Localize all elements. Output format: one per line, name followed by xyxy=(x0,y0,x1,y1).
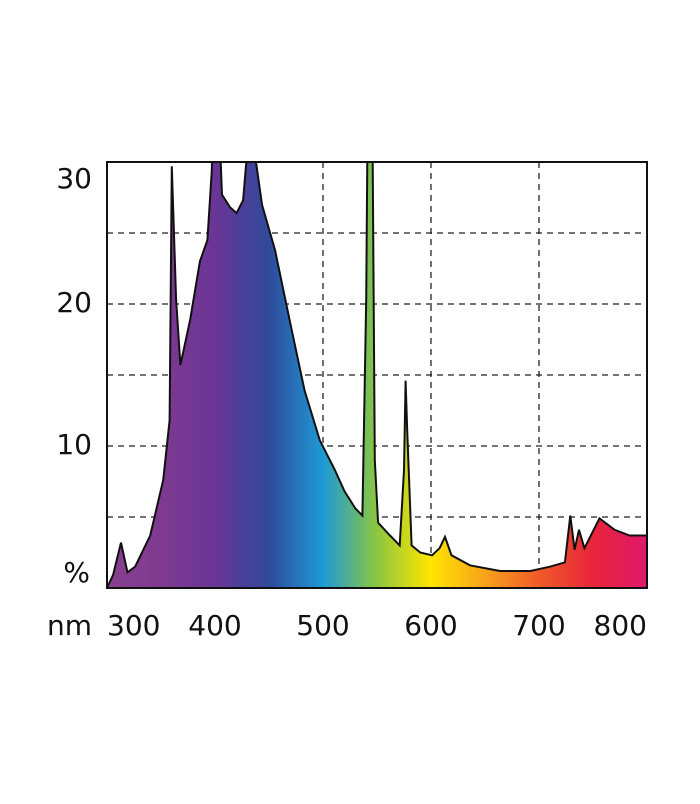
y-axis-label: % xyxy=(63,556,90,589)
x-tick-label: 300 xyxy=(107,609,160,642)
area-fill xyxy=(107,162,647,588)
x-tick-label: 600 xyxy=(404,609,457,642)
spectrum-line xyxy=(107,162,647,588)
y-tick-label: 10 xyxy=(56,428,92,461)
x-tick-label: 800 xyxy=(594,609,647,642)
x-axis-label: nm xyxy=(47,609,92,642)
x-tick-label: 500 xyxy=(296,609,349,642)
y-tick-label: 30 xyxy=(56,162,92,195)
plot xyxy=(107,162,647,588)
x-tick-label: 700 xyxy=(512,609,565,642)
x-tick-label: 400 xyxy=(188,609,241,642)
plot-frame xyxy=(106,161,648,589)
y-tick-label: 20 xyxy=(56,286,92,319)
